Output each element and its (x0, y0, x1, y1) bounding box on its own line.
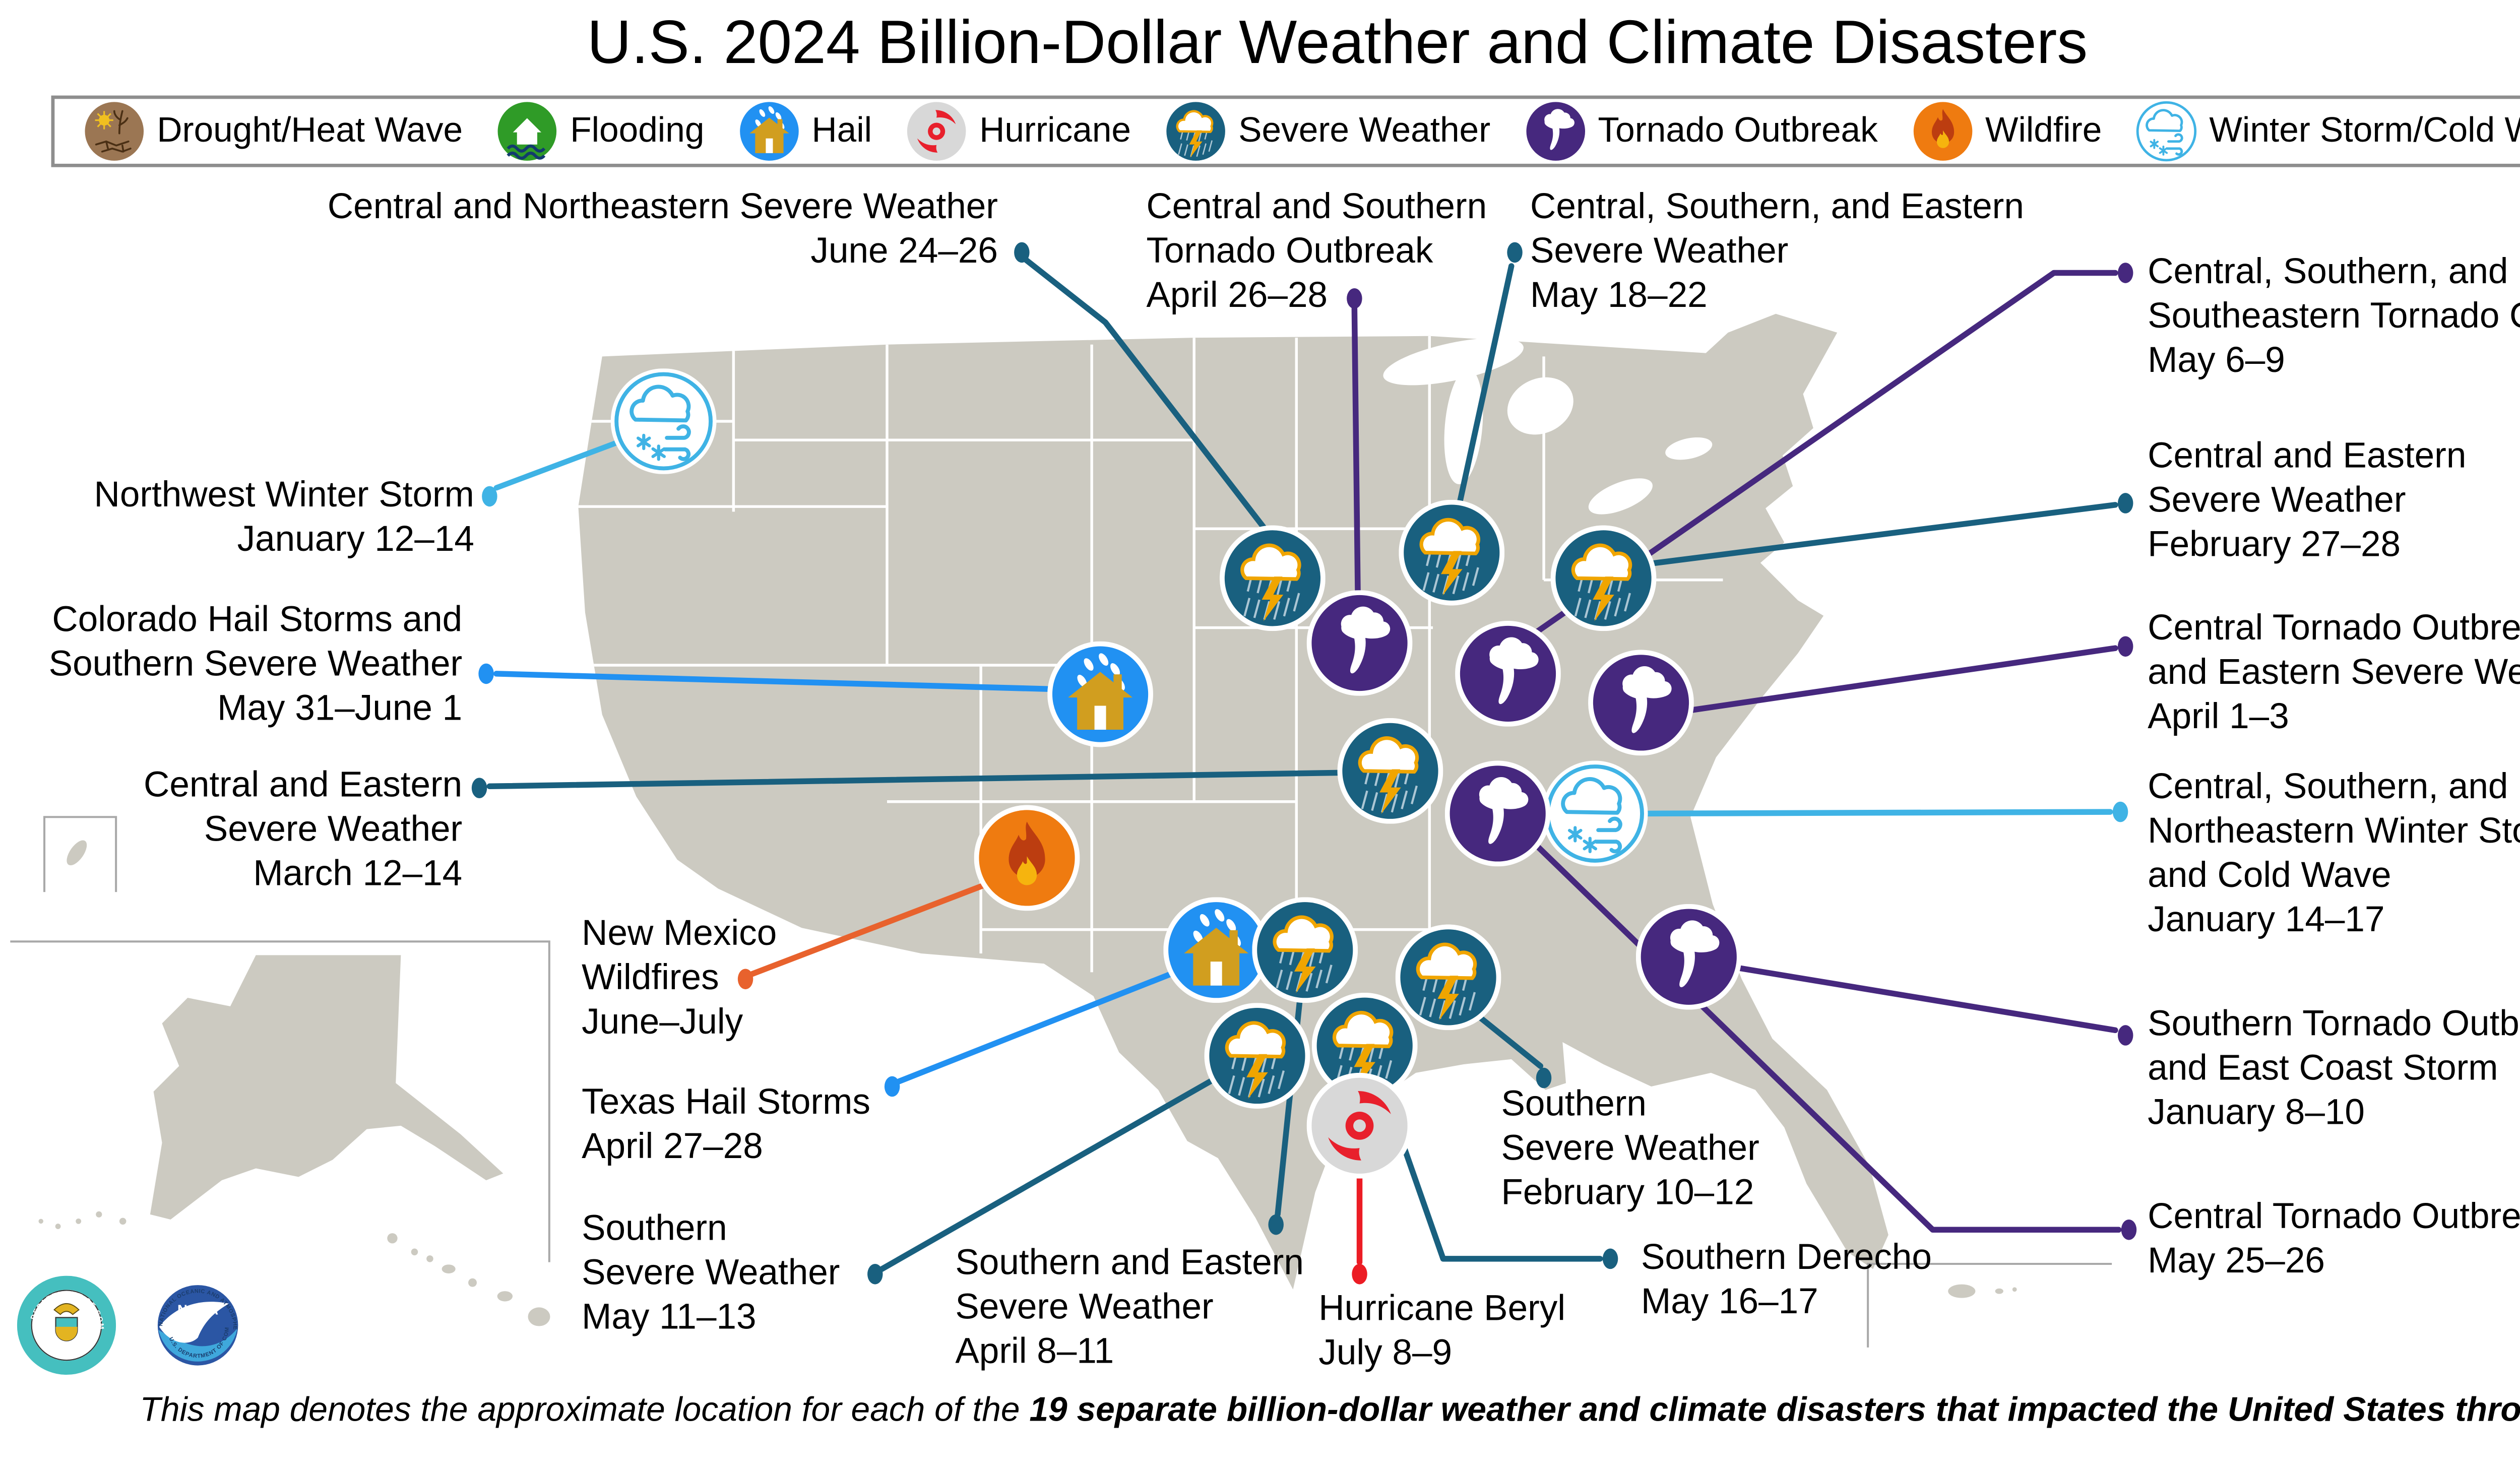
map-icon-hail-colorado (1047, 642, 1153, 747)
callout-march-12-14: Central and Eastern Severe Weather March… (144, 765, 463, 894)
legend-item-hail: Hail (737, 99, 872, 164)
legend-item-tornado: Tornado Outbreak (1523, 99, 1878, 164)
leader-april-26-28 (1347, 288, 1362, 600)
callout-nm-wildfires: New Mexico Wildfires June–July (582, 914, 777, 1042)
noaa-logo: NOAA NATIONAL OCEANIC AND ATMOSPHERIC AD… (148, 1276, 247, 1374)
map-icon-tornado-5 (1636, 904, 1742, 1010)
map-icon-severe-weather-3 (1551, 525, 1657, 631)
footer-note: This map denotes the approximate locatio… (140, 1392, 2520, 1431)
leader-nm-wildfires (737, 879, 996, 990)
leader-colorado-hail (478, 663, 1054, 692)
callout-hurricane-beryl: Hurricane Beryl July 8–9 (1318, 1289, 1566, 1373)
legend-item-drought: Drought/Heat Wave (82, 99, 463, 164)
footer-normal-text: This map denotes the approximate locatio… (140, 1391, 1030, 1430)
callout-colorado-hail: Colorado Hail Storms and Southern Severe… (48, 600, 463, 729)
leader-feb-10-12 (1467, 1006, 1552, 1089)
callout-jan-8-10: Southern Tornado Outbreak and East Coast… (2148, 1004, 2520, 1133)
leader-march-12-14 (471, 770, 1347, 798)
legend-item-wildfire: Wildfire (1910, 99, 2102, 164)
callout-may-11-13: Southern Severe Weather May 11–13 (582, 1209, 840, 1337)
callout-texas-hail: Texas Hail Storms April 27–28 (582, 1083, 870, 1167)
legend-label: Tornado Outbreak (1598, 110, 1878, 150)
legend-item-flooding: Flooding (495, 99, 704, 164)
map-icon-severe-weather-2 (1399, 500, 1504, 606)
callout-may-25-26: Central Tornado Outbreak May 25–26 (2148, 1197, 2520, 1281)
map-icon-tornado-2 (1455, 621, 1561, 727)
callout-april-8-11: Southern and Eastern Severe Weather Apri… (955, 1243, 1304, 1372)
map-icon-wildfire-new-mexico (974, 805, 1080, 911)
noaa-acronym: NOAA (177, 1302, 218, 1317)
great-lakes (1383, 338, 1713, 515)
footer-bold-text: 19 separate billion-dollar weather and c… (1029, 1391, 2520, 1430)
legend-label: Drought/Heat Wave (157, 110, 463, 150)
map-icon-tornado-3 (1588, 650, 1694, 756)
legend-label: Flooding (570, 110, 705, 150)
leader-texas-hail (884, 969, 1178, 1097)
legend-bar: Drought/Heat Wave Flooding Hail Hurrican… (51, 95, 2520, 167)
page-title: U.S. 2024 Billion-Dollar Weather and Cli… (587, 7, 2088, 77)
map-icon-winter-storm-central (1542, 761, 1648, 867)
callout-june-24-26: Central and Northeastern Severe Weather … (327, 187, 998, 272)
leader-jan-14-17 (1640, 801, 2128, 822)
puerto-rico-inset (1867, 1262, 2112, 1348)
legend-item-winter-storm: Winter Storm/Cold Wave (2134, 99, 2520, 164)
callout-april-1-3: Central Tornado Outbreak and Eastern Sev… (2148, 609, 2520, 737)
leader-april-1-3 (1680, 636, 2133, 715)
guam-inset (43, 816, 117, 892)
map-icon-severe-weather-5 (1252, 897, 1358, 1003)
map-icon-tornado-4 (1445, 761, 1551, 867)
callout-southern-derecho: Southern Derecho May 16–17 (1641, 1238, 1932, 1322)
legend-label: Hail (811, 110, 872, 150)
callout-nw-winter-storm: Northwest Winter Storm January 12–14 (94, 476, 474, 560)
leader-nw-winter-storm (482, 439, 622, 507)
leader-may-11-13 (867, 1075, 1219, 1285)
map-icon-tornado-1 (1307, 590, 1413, 696)
leader-feb-27-28 (1640, 493, 2133, 568)
legend-label: Severe Weather (1238, 110, 1491, 150)
department-of-commerce-seal: DEPARTMENT OF COMMERCE UNITED STATES OF … (17, 1276, 116, 1375)
legend-label: Hurricane (979, 110, 1131, 150)
leader-jan-8-10 (1730, 964, 2133, 1046)
hawaii-inset (387, 1233, 550, 1326)
callout-april-26-28: Central and Southern Tornado Outbreak Ap… (1146, 187, 1487, 316)
map-icon-severe-weather-4 (1338, 718, 1443, 824)
alaska-inset (10, 940, 550, 1262)
map-icon-winter-storm-northwest (611, 368, 717, 474)
legend-label: Winter Storm/Cold Wave (2209, 110, 2520, 150)
callout-feb-10-12: Southern Severe Weather February 10–12 (1501, 1084, 1759, 1213)
legend-item-severe-weather: Severe Weather (1163, 99, 1490, 164)
leader-may-18-22 (1456, 242, 1523, 511)
map-icon-severe-weather-7 (1205, 1003, 1310, 1109)
leader-june-24-26 (1014, 242, 1271, 535)
legend-item-hurricane: Hurricane (904, 99, 1131, 164)
callout-jan-14-17: Central, Southern, and Northeastern Wint… (2148, 767, 2520, 940)
callout-feb-27-28: Central and Eastern Severe Weather Febru… (2148, 436, 2467, 565)
callout-may-18-22: Central, Southern, and Eastern Severe We… (1530, 187, 2024, 316)
callout-may-6-9: Central, Southern, and Southeastern Torn… (2148, 252, 2520, 380)
legend-label: Wildfire (1985, 110, 2102, 150)
map-icon-hurricane-beryl (1307, 1073, 1413, 1179)
leader-may-6-9 (1515, 263, 2133, 648)
